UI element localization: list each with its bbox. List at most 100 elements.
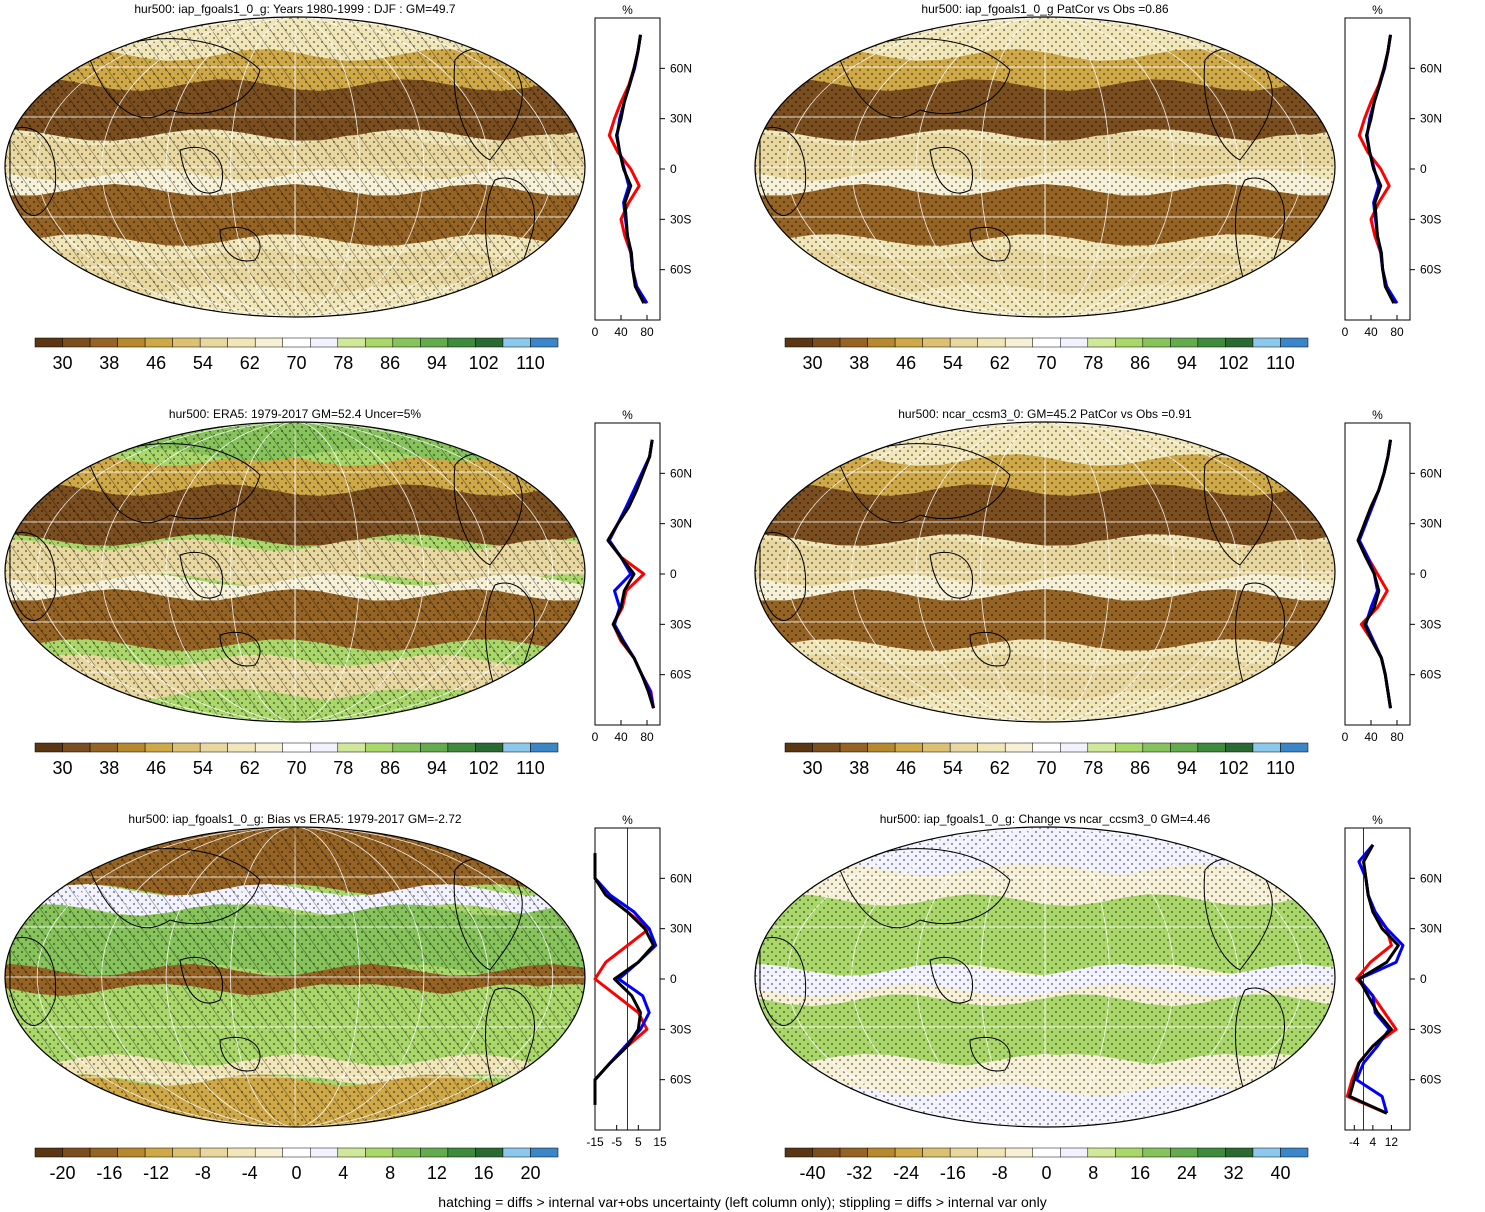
colorbar-swatch [1004,742,1033,753]
x-tick-label: 15 [653,1135,667,1149]
colorbar-swatch [530,1147,559,1158]
colorbar-label: -24 [893,1163,919,1183]
longitude-line [851,422,1239,722]
colorbar-swatch [1225,337,1254,348]
profile-frame [594,17,661,321]
lat-tick-label: 30N [670,112,692,126]
colorbar-label: 12 [427,1163,447,1183]
colorbar-swatch [530,742,559,753]
colorbar-swatch [310,742,339,753]
coastline [839,848,1011,929]
colorbar-swatch [894,1147,923,1158]
colorbar-swatch [1252,742,1281,753]
colorbar-swatch [867,742,896,753]
colorbar-label: 46 [896,353,916,373]
coastline [179,551,224,599]
colorbar-label: 94 [1177,758,1197,778]
colorbar-swatch [1252,337,1281,348]
x-tick-label: 0 [592,730,599,744]
longitude-line [230,422,360,722]
colorbar-label: 8 [1088,1163,1098,1183]
colorbar-swatch [365,337,394,348]
colorbar-label: 86 [380,758,400,778]
lat-tick-label: 60N [670,871,692,885]
colorbar-swatch [117,1147,146,1158]
colorbar-swatch [1280,1147,1309,1158]
colorbar-label: 38 [849,758,869,778]
longitude-line [36,827,554,1127]
colorbar-label: 78 [333,758,353,778]
x-tick-label: 80 [640,730,654,744]
colorbar-label: 110 [1266,353,1295,373]
lat-tick-label: 60S [670,263,691,277]
colorbar-swatch [1225,742,1254,753]
colorbar-swatch [365,1147,394,1158]
coastline [219,226,261,262]
colorbar-swatch [949,337,978,348]
zonal-profile: % 60N 30N 0 30S 60S -15 -5 5 15 [586,813,692,1149]
x-tick-label: 12 [1385,1135,1399,1149]
lat-tick-label: 30S [1420,1022,1441,1036]
colorbar-swatch [144,1147,173,1158]
longitude-line [101,17,489,317]
colorbar-swatch [172,742,201,753]
x-tick-label: 80 [1390,325,1404,339]
lat-tick-label: 30S [1420,617,1441,631]
colorbar-swatch [34,742,63,753]
panel-title: hur500: iap_fgoals1_0_g: Years 1980-1999… [134,2,456,16]
colorbar-label: 70 [286,758,306,778]
panel-title: hur500: iap_fgoals1_0_g: Change vs ncar_… [880,812,1211,826]
colorbar: 30 38 46 54 62 70 78 86 94 102 110 [34,742,559,778]
lat-tick-label: 0 [670,162,677,176]
colorbar-swatch [227,742,256,753]
longitude-line [851,827,1239,1127]
coastline [839,443,1011,524]
coastline [219,1036,261,1072]
longitude-line [980,827,1110,1127]
colorbar-swatch [365,742,394,753]
colorbar-swatch [282,1147,311,1158]
coastline [89,38,261,119]
profile-line-black [593,853,655,1105]
colorbar-label: 78 [333,353,353,373]
panel-title: hur500: iap_fgoals1_0_g: Bias vs ERA5: 1… [128,812,462,826]
coastline [929,146,974,194]
panel-p5: hur500: iap_fgoals1_0_g: Bias vs ERA5: 1… [4,812,692,1183]
colorbar-label: 102 [469,353,499,373]
map-field [5,827,585,1127]
profile-unit: % [622,408,633,422]
colorbar-swatch [34,1147,63,1158]
lat-tick-label: 60S [670,1073,691,1087]
colorbar-swatch [1170,742,1199,753]
lat-tick-label: 60S [670,668,691,682]
colorbar: 30 38 46 54 62 70 78 86 94 102 110 [784,337,1309,373]
longitude-line [101,422,489,722]
longitude-line [36,422,554,722]
colorbar-label: 62 [990,353,1010,373]
colorbar-label: -16 [96,1163,122,1183]
colorbar-swatch [812,337,841,348]
lat-tick-label: 30N [1420,517,1442,531]
colorbar-swatch [784,337,813,348]
panel-p6: hur500: iap_fgoals1_0_g: Change vs ncar_… [754,812,1442,1183]
coastline [839,38,1011,119]
colorbar-label: 54 [943,758,963,778]
lat-tick-label: 60N [670,466,692,480]
colorbar-label: -40 [800,1163,826,1183]
colorbar-swatch [812,742,841,753]
colorbar-swatch [784,1147,813,1158]
colorbar-swatch [199,337,228,348]
longitude-line [851,17,1239,317]
colorbar-swatch [1197,742,1226,753]
colorbar-label: 16 [1130,1163,1150,1183]
lat-tick-label: 0 [1420,567,1427,581]
colorbar-swatch [392,1147,421,1158]
profile-line-black [1348,844,1400,1115]
colorbar: -20 -16 -12 -8 -4 0 4 8 12 16 20 [34,1147,559,1183]
colorbar-label: 54 [193,353,213,373]
map-outline [4,826,586,1128]
map-outline [754,826,1336,1128]
colorbar-label: 8 [385,1163,395,1183]
lat-tick-label: 60S [1420,263,1441,277]
